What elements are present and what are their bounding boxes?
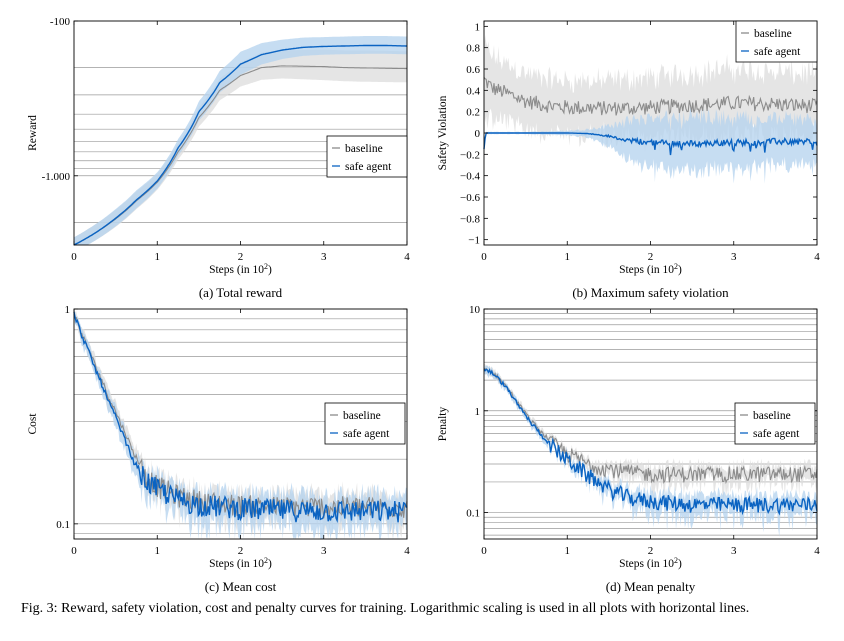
y-tick-label: 0 <box>475 128 481 140</box>
x-axis-label-text: Steps (in 10 <box>209 558 264 570</box>
x-axis-label-exponent: 2 <box>674 262 678 271</box>
legend-label: baseline <box>345 143 383 155</box>
x-tick-label: 4 <box>404 251 410 263</box>
x-axis-label-text: Steps (in 10 <box>619 558 674 570</box>
x-tick-label: 2 <box>648 251 654 263</box>
y-tick-label: 0.6 <box>466 64 480 76</box>
subcaption: (a) Total reward <box>199 285 283 300</box>
y-tick-label: −0.8 <box>460 213 480 225</box>
x-axis-label: Steps (in 102) <box>209 262 272 277</box>
x-tick-label: 1 <box>155 251 161 263</box>
x-tick-label: 2 <box>238 545 244 557</box>
series-line-safe-agent <box>73 311 408 524</box>
y-tick-label: 0.2 <box>466 107 480 119</box>
x-tick-label: 1 <box>565 251 571 263</box>
x-tick-label: 3 <box>321 251 327 263</box>
x-axis-label-close: ) <box>268 264 272 276</box>
y-axis-label: Reward <box>27 115 39 151</box>
legend-box <box>324 402 406 445</box>
x-tick-label: 0 <box>71 545 77 557</box>
chart-cost: 0 1 2 3 4 1 0.1 Steps (in 102) Cost (c) Mean cost… <box>27 304 410 594</box>
x-axis-label-exponent: 2 <box>264 262 268 271</box>
x-tick-label: 2 <box>238 251 244 263</box>
x-axis-label-exponent: 2 <box>264 556 268 565</box>
legend-label: baseline <box>753 410 791 422</box>
y-axis-label: Safety Violation <box>437 95 449 170</box>
x-tick-label: 2 <box>648 545 654 557</box>
series-line-safe-agent <box>483 132 818 156</box>
chart-penalty: 0 1 2 3 4 10 1 0.1 Steps (in 102) Penalty (d) Mean… <box>437 304 820 594</box>
legend-label: safe agent <box>343 428 390 440</box>
x-tick-label: 3 <box>731 251 737 263</box>
x-axis-label-text: Steps (in 10 <box>209 264 264 276</box>
y-tick-label: -100 <box>50 16 71 28</box>
series-line-baseline <box>483 76 818 116</box>
band-baseline <box>484 363 817 500</box>
y-tick-label: 1 <box>475 21 481 33</box>
figure-caption: Fig. 3: Reward, safety violation, cost a… <box>21 601 750 616</box>
y-axis-label: Cost <box>27 413 39 435</box>
y-tick-label: −0.6 <box>460 192 480 204</box>
y-tick-label: -1.000 <box>42 171 71 183</box>
legend-label: safe agent <box>345 161 392 173</box>
series-line-baseline <box>483 367 818 485</box>
y-tick-label: 0.4 <box>466 85 480 97</box>
x-axis-label-close: ) <box>678 558 682 570</box>
y-axis-label: Penalty <box>437 407 449 442</box>
legend-label: baseline <box>754 28 792 40</box>
x-tick-label: 0 <box>71 251 77 263</box>
x-tick-label: 1 <box>155 545 161 557</box>
x-tick-label: 4 <box>814 545 820 557</box>
y-tick-label: 10 <box>469 304 481 316</box>
subcaption: (b) Maximum safety violation <box>572 285 729 300</box>
legend-box <box>735 20 818 63</box>
subcaption: (c) Mean cost <box>205 579 277 594</box>
legend-box <box>326 135 408 178</box>
x-tick-label: 3 <box>321 545 327 557</box>
band-safe-agent <box>484 105 817 184</box>
x-axis-label: Steps (in 102) <box>619 262 682 277</box>
y-tick-label: 1 <box>65 304 71 316</box>
x-axis-label-exponent: 2 <box>674 556 678 565</box>
series-line-safe-agent <box>483 368 818 516</box>
y-tick-label: −1 <box>468 235 480 247</box>
y-tick-label: −0.2 <box>460 149 480 161</box>
y-tick-label: 0.8 <box>466 43 480 55</box>
x-tick-label: 0 <box>481 251 487 263</box>
x-tick-label: 4 <box>404 545 410 557</box>
x-axis-label-close: ) <box>268 558 272 570</box>
x-tick-label: 1 <box>565 545 571 557</box>
series-line-safe-agent <box>73 44 407 246</box>
legend-label: baseline <box>343 410 381 422</box>
x-axis-label: Steps (in 102) <box>209 556 272 571</box>
x-tick-label: 4 <box>814 251 820 263</box>
y-tick-label: −0.4 <box>460 171 480 183</box>
subcaption: (d) Mean penalty <box>606 579 696 594</box>
x-axis-label-close: ) <box>678 264 682 276</box>
x-tick-label: 3 <box>731 545 737 557</box>
y-tick-label: 1 <box>475 406 481 418</box>
y-tick-label: 0.1 <box>56 519 70 531</box>
x-axis-label-text: Steps (in 10 <box>619 264 674 276</box>
legend-label: safe agent <box>754 46 801 58</box>
legend-box <box>734 402 816 445</box>
x-axis-label: Steps (in 102) <box>619 556 682 571</box>
x-tick-label: 0 <box>481 545 487 557</box>
chart-violation: 0 1 2 3 4 1 0.8 0.6 0.4 0.2 0 −0.2 −0.4 −0.6 −0.8 −1 Ste… <box>437 20 820 300</box>
chart-reward: 0 1 2 3 4 -100 -1.000 Steps (in 102) Reward (a) T… <box>27 16 410 300</box>
legend-label: safe agent <box>753 428 800 440</box>
y-tick-label: 0.1 <box>466 508 480 520</box>
